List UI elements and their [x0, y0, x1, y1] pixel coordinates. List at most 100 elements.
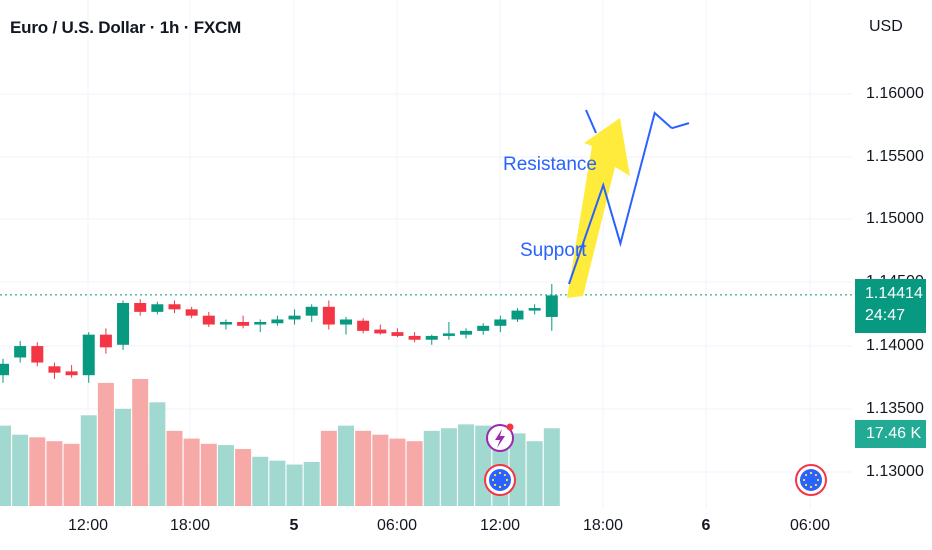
candle-body: [254, 322, 267, 325]
volume-bar: [423, 430, 440, 506]
volume-bar: [97, 382, 114, 506]
volume-bar: [458, 424, 475, 506]
candle-body: [65, 371, 78, 376]
eu-flag-star: [802, 478, 806, 482]
candle-body: [31, 346, 44, 363]
volume-bar: [355, 430, 372, 506]
eu-flag-star: [814, 483, 818, 487]
volume-bar: [286, 464, 303, 506]
candle-body: [322, 306, 335, 325]
x-tick-label: 06:00: [789, 517, 831, 534]
candle-body: [202, 315, 215, 325]
volume-bar: [252, 456, 269, 506]
candle-body: [288, 315, 301, 320]
eu-flag-star: [804, 483, 808, 487]
candle-body: [545, 295, 558, 317]
eu-flag-star: [816, 478, 820, 482]
volume-bar: [46, 441, 63, 506]
x-tick-label: 06:00: [376, 517, 418, 534]
eu-flag-star: [493, 483, 497, 487]
eu-flag-star: [503, 473, 507, 477]
bar-countdown: 24:47: [865, 307, 906, 324]
eu-flag-star: [814, 473, 818, 477]
x-tick-label: 6: [701, 517, 711, 534]
eu-flag-star: [505, 478, 509, 482]
eu-flag-star: [809, 485, 813, 489]
volume-bar: [406, 441, 423, 506]
notification-dot: [506, 423, 514, 431]
flash-event-icon: [495, 429, 505, 448]
volume-bar: [29, 437, 46, 506]
x-tick-label: 12:00: [479, 517, 521, 534]
eu-flag-star: [809, 471, 813, 475]
eu-flag-star: [498, 471, 502, 475]
candle-body: [494, 319, 507, 326]
candle-body: [305, 306, 318, 316]
volume-bar: [320, 430, 337, 506]
volume-bar: [132, 378, 149, 506]
x-tick-label: 18:00: [582, 517, 624, 534]
candle-body: [271, 319, 284, 324]
volume-bar: [166, 430, 183, 506]
currency-label[interactable]: USD: [869, 18, 903, 35]
candle-body: [477, 325, 490, 331]
chart-title: Euro / U.S. Dollar · 1h · FXCM: [10, 18, 242, 37]
candle-body: [185, 309, 198, 316]
candle-body: [237, 322, 250, 326]
volume-bar: [440, 428, 457, 506]
eu-flag-star: [503, 483, 507, 487]
eu-flag-star: [498, 485, 502, 489]
eu-flag-star: [493, 473, 497, 477]
volume-bar: [115, 408, 132, 506]
forecast-path: [585, 109, 597, 134]
candle-body: [340, 319, 352, 325]
candle-body: [219, 322, 232, 325]
last-price-value: 1.14414: [865, 285, 923, 302]
volume-bar: [235, 448, 252, 506]
volume-bar: [183, 438, 200, 506]
candle-body: [117, 303, 130, 345]
candle-body: [511, 310, 524, 320]
candle-body: [425, 335, 438, 340]
candle-body: [408, 335, 421, 340]
resistance-annotation: Resistance: [503, 154, 597, 175]
candle-body: [0, 363, 9, 376]
candle-body: [442, 333, 455, 336]
volume-bar: [526, 441, 543, 506]
x-tick-label: 5: [289, 517, 299, 534]
volume-bar: [12, 434, 29, 506]
volume-bar: [269, 460, 286, 506]
volume-bar: [338, 425, 354, 506]
forecast-arrow: [567, 118, 630, 298]
candle-body: [374, 329, 387, 334]
y-tick-label: 1.16000: [866, 85, 924, 102]
y-tick-label: 1.14500: [866, 273, 924, 280]
last-price-badge: 1.14414 24:47: [855, 279, 926, 333]
candle-body: [82, 334, 95, 376]
volume-bar: [217, 445, 234, 506]
candle-body: [151, 304, 164, 312]
y-tick-label: 1.15500: [866, 148, 924, 165]
candle-body: [99, 334, 112, 348]
y-tick-label: 1.15000: [866, 210, 924, 227]
forecast-path: [671, 122, 690, 130]
candle-body: [460, 330, 473, 335]
candle-body: [134, 303, 147, 312]
candle-body: [357, 320, 370, 331]
candle-body: [528, 308, 541, 311]
y-tick-label: 1.13000: [866, 463, 924, 480]
eu-flag-star: [491, 478, 495, 482]
x-tick-label: 12:00: [67, 517, 109, 534]
candle-body: [48, 366, 61, 373]
volume-bar: [0, 425, 11, 506]
candle-body: [14, 346, 27, 358]
volume-bar: [63, 443, 80, 506]
volume-bar: [389, 438, 406, 506]
volume-bar: [149, 402, 166, 506]
candle-body: [391, 332, 404, 336]
volume-bar: [372, 434, 389, 506]
forecast-path: [568, 111, 673, 285]
eu-flag-star: [804, 473, 808, 477]
y-tick-label: 1.14000: [866, 337, 924, 354]
